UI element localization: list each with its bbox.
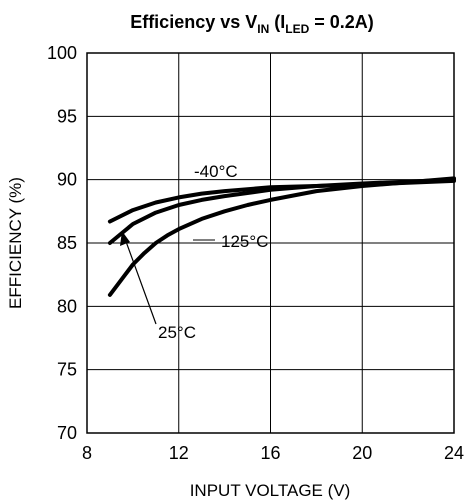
x-tick-label: 12 [169,443,189,463]
x-tick-label: 16 [260,443,280,463]
chart-title-main: Efficiency vs V [130,12,257,32]
y-tick-label: 85 [57,233,77,253]
y-tick-label: 75 [57,360,77,380]
chart-title-sub-led: LED [285,22,309,36]
annotation-125c-label: 125°C [221,232,268,251]
chart-title-paren-rest: = 0.2A) [309,12,374,32]
chart-title: Efficiency vs VIN (ILED = 0.2A) [130,12,374,36]
plot-frame [86,52,455,434]
series-line-125c [107,176,456,297]
chart-title-paren-open: (I [269,12,285,32]
y-tick-label: 100 [47,43,77,63]
x-axis-label: INPUT VOLTAGE (V) [190,481,351,500]
y-tick-label: 90 [57,170,77,190]
annotations: -40°C 125°C 25°C [120,162,268,342]
x-tick-label: 20 [352,443,372,463]
y-axis-label: EFFICIENCY (%) [6,177,25,309]
annotation-25c-arrowhead [120,231,130,246]
y-tick-label: 95 [57,106,77,126]
tick-labels: 8 12 16 20 24 70 75 80 85 90 95 100 [47,43,464,463]
y-tick-label: 80 [57,296,77,316]
x-tick-label: 8 [82,443,92,463]
grid [86,52,455,434]
x-tick-label: 24 [444,443,464,463]
y-tick-label: 70 [57,423,77,443]
annotation-minus40c-label: -40°C [194,162,238,181]
annotation-25c-label: 25°C [158,323,196,342]
series-line-25c [107,177,456,245]
series-lines [107,176,456,297]
chart-title-sub-in: IN [257,22,269,36]
annotation-25c-arrow-shaft [123,235,157,325]
